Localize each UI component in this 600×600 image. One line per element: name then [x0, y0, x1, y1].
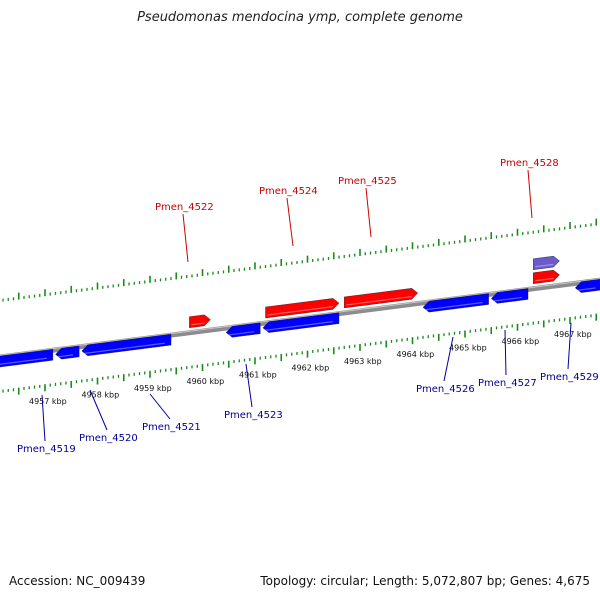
reverse-tick-ruler: [2, 313, 598, 395]
label-leader-line: [286, 197, 294, 247]
pmen-4521-label: Pmen_4521: [142, 422, 201, 433]
kbp-label: 4964 kbp: [397, 350, 435, 359]
forward-tick-ruler: [2, 218, 598, 302]
backbone-highlight: [0, 278, 600, 357]
label-leader-line: [527, 169, 533, 219]
pmen-4527-arrow: [490, 288, 529, 304]
pmen-4526-label: Pmen_4526: [416, 384, 475, 395]
kbp-label: 4967 kbp: [554, 330, 592, 339]
kbp-label: 4965 kbp: [449, 343, 487, 352]
pmen-4526-arrow: [422, 293, 489, 313]
label-leader-line: [89, 389, 108, 431]
pmen-4528-label: Pmen_4528: [500, 158, 559, 169]
gene-sheen: [577, 287, 596, 291]
gene-sheen: [346, 295, 412, 306]
gene-sheen: [57, 354, 74, 358]
gene-sheen: [267, 306, 334, 316]
kbp-label: 4959 kbp: [134, 384, 172, 393]
gene-sheen: [191, 322, 205, 326]
label-leader-line: [182, 213, 189, 263]
pmen-4527-label: Pmen_4527: [478, 378, 537, 389]
pmen-4528-arrow: [533, 269, 560, 284]
label-leader-line: [365, 187, 372, 238]
pmen-4523-arrow: [225, 322, 261, 338]
gene-sheen: [535, 277, 554, 282]
kbp-label: 4961 kbp: [239, 370, 277, 379]
map-title: Pseudomonas mendocina ymp, complete geno…: [137, 10, 463, 25]
pmen-4523-label: Pmen_4523: [224, 410, 283, 421]
gene-sheen: [424, 301, 483, 311]
pmen-4529-label: Pmen_4529: [540, 372, 599, 383]
pmen-4522-label: Pmen_4522: [155, 202, 214, 213]
gene-sheen: [228, 331, 255, 336]
pmen-4525-label: Pmen_4525: [338, 176, 397, 187]
gene-arrow: [533, 255, 560, 270]
kbp-label: 4963 kbp: [344, 357, 382, 366]
gene-sheen: [493, 296, 523, 302]
gene-sheen: [0, 357, 47, 365]
kbp-label: 4960 kbp: [187, 377, 225, 386]
pmen-4520-arrow: [55, 345, 80, 360]
gene-arrow: [262, 312, 340, 333]
label-leader-line: [443, 336, 454, 382]
kbp-label: 4966 kbp: [502, 337, 540, 346]
gene-sheen: [264, 321, 334, 331]
kbp-label: 4962 kbp: [292, 364, 330, 373]
label-leader-line: [149, 393, 171, 420]
gene-sheen: [83, 342, 166, 355]
label-leader-line: [245, 363, 253, 408]
pmen-4525-arrow: [344, 288, 419, 309]
gene-features: [0, 255, 600, 368]
kbp-label: 4957 kbp: [29, 397, 67, 406]
pmen-4520-label: Pmen_4520: [79, 433, 138, 444]
kbp-scale-labels: 4957 kbp 4958 kbp 4959 kbp 4960 kbp 4961 kbp…: [29, 330, 592, 406]
pmen-4521-arrow: [81, 333, 172, 356]
label-leader-line: [41, 394, 46, 442]
genome-summary-text: Topology: circular; Length: 5,072,807 bp…: [260, 574, 590, 588]
pmen-4519-label: Pmen_4519: [17, 444, 76, 455]
label-leader-line: [504, 329, 507, 376]
pmen-4519-arrow: [0, 349, 54, 368]
pmen-4524-label: Pmen_4524: [259, 186, 318, 197]
pmen-4524-arrow: [265, 298, 340, 319]
accession-text: Accession: NC_009439: [9, 574, 146, 588]
kbp-label: 4958 kbp: [82, 391, 120, 400]
pmen-4529-arrow: [574, 278, 600, 293]
label-leader-line: [567, 322, 572, 370]
pmen-4522-arrow: [189, 314, 211, 328]
gene-sheen: [535, 263, 554, 268]
